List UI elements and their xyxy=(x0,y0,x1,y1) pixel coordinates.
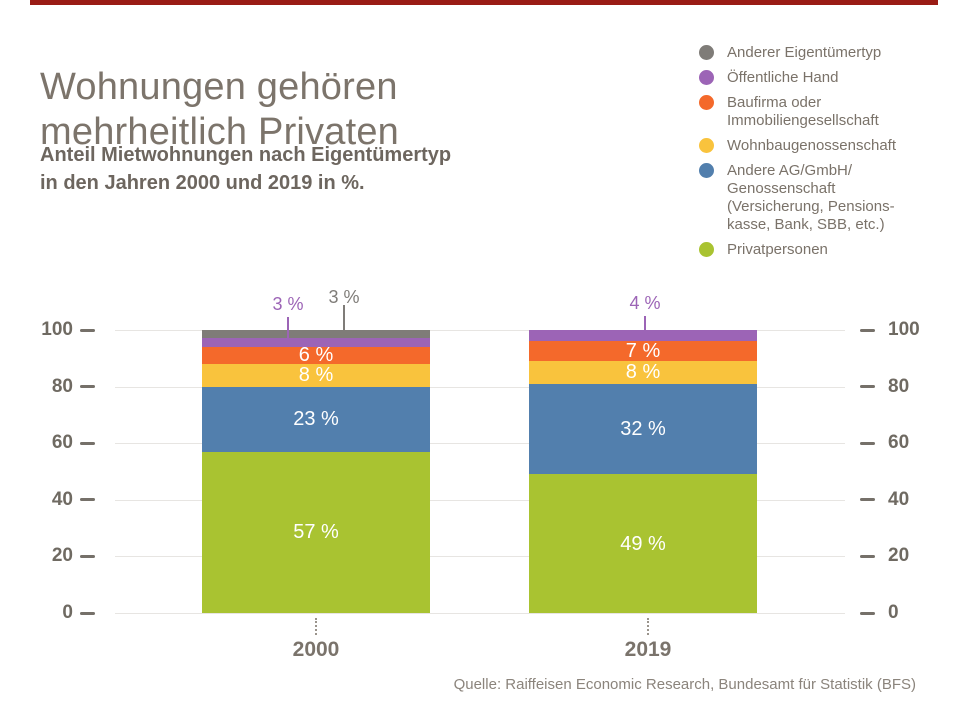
legend-item-label: Wohnbaugenossenschaft xyxy=(727,137,897,154)
y-tick-mark-right xyxy=(860,328,875,332)
gridline xyxy=(115,386,845,388)
legend-item-oeffentliche-hand: Öffentliche Hand xyxy=(699,69,949,87)
legend-item-label: Andere AG/GmbH/ Genossenschaft (Versiche… xyxy=(727,162,895,233)
x-axis-dotted-tick xyxy=(315,618,317,635)
y-tick-mark-left xyxy=(80,554,95,558)
gridline xyxy=(115,556,845,558)
y-tick-mark-right xyxy=(860,498,875,502)
legend-dot-icon xyxy=(699,163,714,178)
legend-item-label: Anderer Eigentümertyp xyxy=(727,44,882,61)
legend-dot-icon xyxy=(699,45,714,60)
legend-item-label: Öffentliche Hand xyxy=(727,69,839,86)
y-tick-mark-left xyxy=(80,441,95,445)
segment-value-label: 57 % xyxy=(293,521,339,544)
legend-dot-icon xyxy=(699,70,714,85)
y-tick-label-left: 0 xyxy=(62,602,73,623)
source-note: Quelle: Raiffeisen Economic Research, Bu… xyxy=(453,676,916,693)
y-tick-mark-right xyxy=(860,611,875,615)
legend-item-privatpersonen: Privatpersonen xyxy=(699,241,949,259)
segment-value-label: 49 % xyxy=(620,532,666,555)
y-tick-label-right: 80 xyxy=(888,375,910,397)
annotation-tick xyxy=(644,316,646,331)
legend-dot-icon xyxy=(699,138,714,153)
legend: Anderer Eigentümertyp Öffentliche Hand B… xyxy=(699,44,949,259)
y-tick-mark-left xyxy=(80,498,95,502)
y-tick-label-right: 20 xyxy=(888,545,910,567)
segment-value-label: 32 % xyxy=(620,418,666,441)
bar-segment-2000: 23 % xyxy=(202,386,430,452)
y-tick-label-left: 40 xyxy=(51,488,73,510)
bar-segment-2000: 6 % xyxy=(202,344,430,367)
segment-value-label: 7 % xyxy=(625,340,661,363)
y-tick-mark-right xyxy=(860,385,875,389)
legend-dot-icon xyxy=(699,242,714,257)
annotation-2019-oeffentliche-hand: 4 % xyxy=(629,293,661,313)
page-subtitle: Anteil Mietwohnungen nach Eigentümertyp … xyxy=(40,144,452,194)
legend-item-wohnbaugenossenschaft: Wohnbaugenossenschaft xyxy=(699,137,949,155)
legend-item-label: Baufirma oder Immobiliengesellschaft xyxy=(727,94,879,129)
gridline xyxy=(115,330,845,331)
y-tick-label-left: 20 xyxy=(51,545,73,567)
y-tick-mark-left xyxy=(80,328,95,332)
y-tick-mark-right xyxy=(860,554,875,558)
page-title: Wohnungen gehören mehrheitlich Privaten xyxy=(40,66,400,154)
y-tick-mark-right xyxy=(860,441,875,445)
gridline xyxy=(115,499,845,501)
bar-segment-2019 xyxy=(529,330,757,342)
legend-dot-icon xyxy=(699,95,714,110)
gridline xyxy=(115,613,845,614)
x-axis-dotted-tick xyxy=(647,618,649,635)
segment-value-label: 8 % xyxy=(625,361,661,384)
y-tick-label-left: 100 xyxy=(41,319,73,340)
y-tick-label-right: 60 xyxy=(888,432,910,454)
bar-segment-2019: 7 % xyxy=(529,341,757,361)
y-tick-label-right: 40 xyxy=(888,488,910,510)
legend-item-andere-ag: Andere AG/GmbH/ Genossenschaft (Versiche… xyxy=(699,162,949,234)
brand-accent-bar xyxy=(30,0,938,5)
y-tick-mark-left xyxy=(80,385,95,389)
gridline xyxy=(115,443,845,445)
annotation-2000-oeffentliche-hand: 3 % xyxy=(272,294,304,314)
y-tick-label-left: 80 xyxy=(51,375,73,397)
segment-value-label: 23 % xyxy=(293,408,339,431)
segment-value-label: 8 % xyxy=(298,364,334,387)
bar-segment-2000: 57 % xyxy=(202,451,430,613)
bar-segment-2000 xyxy=(202,330,430,339)
bar-segment-2000 xyxy=(202,338,430,347)
legend-item-baufirma: Baufirma oder Immobiliengesellschaft xyxy=(699,94,949,130)
bar-segment-2019: 32 % xyxy=(529,383,757,475)
y-tick-mark-left xyxy=(80,611,95,615)
legend-item-label: Privatpersonen xyxy=(727,241,828,258)
segment-value-label: 6 % xyxy=(298,344,334,367)
bar-segment-2000: 8 % xyxy=(202,363,430,387)
bar-segment-2019: 8 % xyxy=(529,361,757,384)
y-tick-label-right: 100 xyxy=(888,319,920,340)
x-axis-label-2000: 2000 xyxy=(292,638,340,661)
bar-segment-2019: 49 % xyxy=(529,474,757,613)
annotation-tick xyxy=(343,305,345,330)
x-axis-label-2019: 2019 xyxy=(624,638,672,661)
annotation-2000-anderer-eigentuemertyp: 3 % xyxy=(328,287,360,307)
y-tick-label-left: 60 xyxy=(51,432,73,454)
annotation-tick xyxy=(287,317,289,341)
y-tick-label-right: 0 xyxy=(888,602,899,623)
legend-item-anderer-eigentuemertyp: Anderer Eigentümertyp xyxy=(699,44,949,62)
